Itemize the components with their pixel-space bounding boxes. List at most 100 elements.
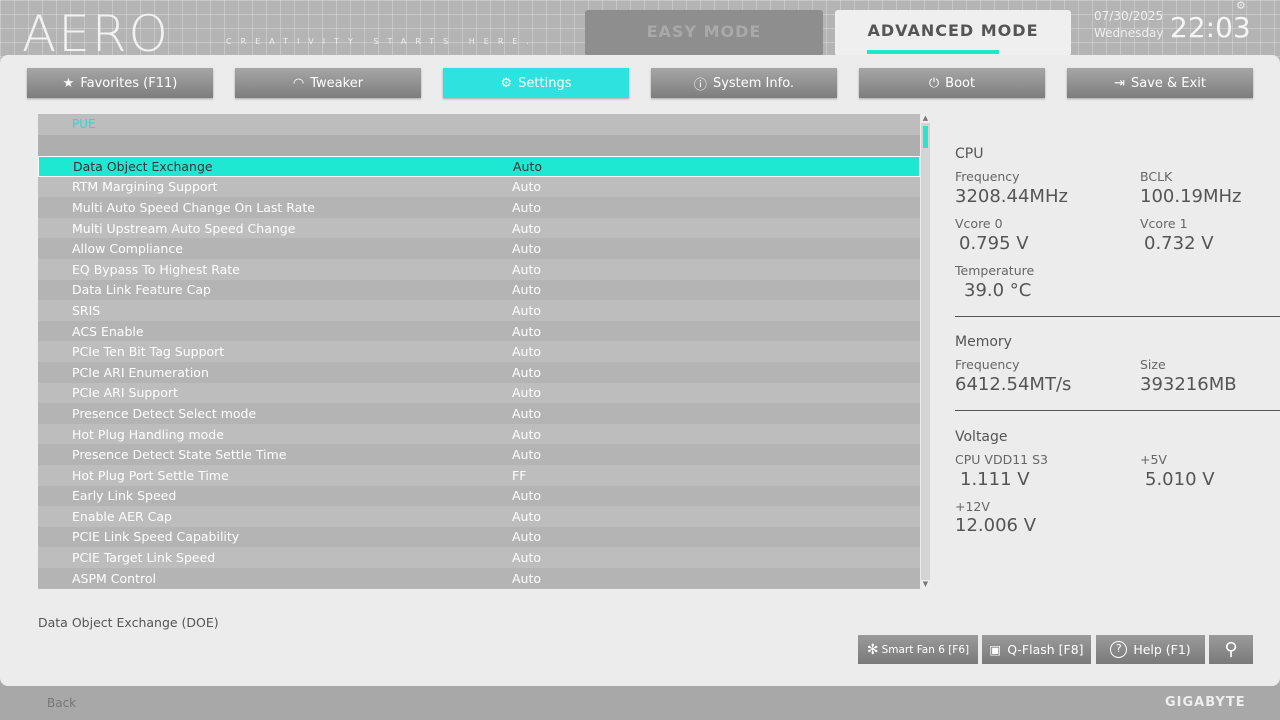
setting-value[interactable]: Auto: [512, 426, 542, 442]
memory-frequency-label: Frequency: [955, 357, 1020, 372]
list-item[interactable]: ASPM Control Auto: [38, 567, 920, 589]
tab-label: System Info.: [712, 75, 795, 91]
fan-icon: ✻: [866, 641, 879, 658]
setting-value[interactable]: Auto: [512, 241, 542, 257]
list-item[interactable]: Enable AER Cap Auto: [38, 506, 920, 527]
setting-value[interactable]: Auto: [512, 261, 542, 277]
active-underline: [867, 50, 999, 54]
list-item[interactable]: Presence Detect Select mode Auto: [38, 403, 920, 424]
settings-list: PUE Data Object Exchange Auto RTM Marginin…: [38, 114, 920, 589]
list-item[interactable]: Multi Upstream Auto Speed Change Auto: [38, 217, 920, 239]
list-item[interactable]: Hot Plug Handling mode Auto: [38, 423, 920, 445]
gear-icon: ⚙: [500, 75, 513, 91]
memory-size: 393216MB: [1140, 374, 1237, 395]
cpu-frequency-label: Frequency: [955, 169, 1020, 184]
setting-value[interactable]: Auto: [512, 364, 542, 380]
list-item[interactable]: SRIS Auto: [38, 300, 920, 321]
setting-name: Presence Detect Select mode: [72, 405, 257, 421]
setting-value[interactable]: Auto: [512, 385, 542, 401]
tab-favorites-f11[interactable]: ★ Favorites (F11): [27, 68, 213, 98]
blank-row: [38, 135, 920, 156]
list-item[interactable]: Presence Detect State Settle Time Auto: [38, 444, 920, 465]
setting-name: Presence Detect State Settle Time: [72, 447, 287, 463]
list-item[interactable]: RTM Margining Support Auto: [38, 176, 920, 198]
scroll-up-icon[interactable]: ▲: [921, 114, 930, 123]
vdd: 1.111 V: [960, 469, 1030, 490]
setting-value[interactable]: Auto: [512, 488, 542, 504]
setting-value[interactable]: Auto: [512, 570, 542, 586]
list-item[interactable]: Data Link Feature Cap Auto: [38, 279, 920, 301]
setting-value[interactable]: Auto: [512, 282, 542, 298]
list-item[interactable]: PCIe ARI Enumeration Auto: [38, 361, 920, 383]
setting-name: RTM Margining Support: [72, 179, 218, 195]
advanced-mode-tab[interactable]: ADVANCED MODE: [835, 10, 1071, 56]
setting-value[interactable]: Auto: [512, 302, 542, 318]
setting-value[interactable]: Auto: [512, 344, 542, 360]
search-button[interactable]: ⚲: [1209, 635, 1253, 664]
tab-settings[interactable]: ⚙ Settings: [443, 68, 629, 98]
qflash-label: Q-Flash [F8]: [1007, 642, 1084, 657]
gigabyte-logo: GIGABYTE: [1165, 695, 1246, 710]
setting-value[interactable]: Auto: [512, 550, 542, 566]
settings-gear-icon[interactable]: ⚙: [1236, 0, 1246, 12]
date: 07/30/2025: [1094, 9, 1164, 23]
list-item[interactable]: Multi Auto Speed Change On Last Rate Auto: [38, 197, 920, 218]
memory-frequency: 6412.54MT/s: [955, 374, 1072, 395]
list-item[interactable]: PCIE Link Speed Capability Auto: [38, 526, 920, 548]
tab-system-info[interactable]: ⓘ System Info.: [651, 68, 837, 98]
setting-name: PCIe Ten Bit Tag Support: [72, 344, 225, 360]
setting-value[interactable]: Auto: [512, 199, 542, 215]
smart-fan-button[interactable]: ✻ Smart Fan 6 [F6]: [858, 635, 978, 664]
setting-name: Enable AER Cap: [72, 508, 172, 524]
day: Wednesday: [1094, 26, 1164, 40]
list-item[interactable]: EQ Bypass To Highest Rate Auto: [38, 258, 920, 280]
tab-tweaker[interactable]: ◠ Tweaker: [235, 68, 421, 98]
info-icon: ⓘ: [693, 77, 707, 93]
help-button[interactable]: ? Help (F1): [1096, 635, 1205, 664]
list-item[interactable]: PCIe ARI Support Auto: [38, 382, 920, 404]
back-button[interactable]: Back: [47, 696, 77, 710]
tab-label: Boot: [945, 75, 976, 91]
list-item[interactable]: PCIe Ten Bit Tag Support Auto: [38, 341, 920, 362]
setting-value[interactable]: Auto: [512, 447, 542, 463]
setting-value[interactable]: Auto: [512, 220, 542, 236]
list-item[interactable]: Early Link Speed Auto: [38, 485, 920, 507]
setting-name: Data Link Feature Cap: [72, 282, 211, 298]
list-item[interactable]: Allow Compliance Auto: [38, 238, 920, 259]
v5-label: +5V: [1140, 452, 1167, 467]
temperature-label: Temperature: [955, 263, 1035, 278]
setting-value[interactable]: FF: [512, 467, 527, 483]
list-item[interactable]: Hot Plug Port Settle Time FF: [38, 464, 920, 486]
tab-boot[interactable]: ⏻ Boot: [859, 68, 1045, 98]
qflash-button[interactable]: ▣ Q-Flash [F8]: [982, 635, 1091, 664]
folder-star-icon: ★: [62, 75, 75, 91]
scrollbar[interactable]: ▲ ▼: [921, 114, 930, 589]
tab-label: Save & Exit: [1130, 75, 1206, 91]
setting-name: EQ Bypass To Highest Rate: [72, 261, 240, 277]
vcore0: 0.795 V: [959, 233, 1029, 254]
tab-save-exit[interactable]: ⇥ Save & Exit: [1067, 68, 1253, 98]
memory-title: Memory: [955, 334, 1012, 350]
setting-value[interactable]: Auto: [512, 405, 542, 421]
voltage-title: Voltage: [955, 429, 1008, 445]
setting-value[interactable]: Auto: [512, 323, 542, 339]
easy-mode-tab[interactable]: EASY MODE: [585, 10, 823, 56]
tagline: CREATIVITY STARTS HERE.: [226, 37, 538, 46]
setting-value[interactable]: Auto: [512, 179, 542, 195]
scroll-down-icon[interactable]: ▼: [921, 580, 930, 589]
setting-name: ACS Enable: [72, 323, 144, 339]
help-description: Data Object Exchange (DOE): [38, 615, 219, 630]
list-item[interactable]: PCIE Target Link Speed Auto: [38, 547, 920, 568]
divider: [955, 316, 1280, 317]
scroll-thumb[interactable]: [923, 126, 928, 148]
list-item[interactable]: Data Object Exchange Auto: [38, 156, 920, 177]
tab-label: Favorites (F11): [80, 75, 178, 91]
setting-value[interactable]: Auto: [512, 529, 542, 545]
setting-value[interactable]: Auto: [512, 508, 542, 524]
setting-value[interactable]: Auto: [513, 158, 543, 174]
setting-name: PCIE Link Speed Capability: [72, 529, 240, 545]
footer-bar: [0, 686, 1280, 720]
setting-name: Early Link Speed: [72, 488, 177, 504]
list-item[interactable]: ACS Enable Auto: [38, 320, 920, 342]
tab-label: Tweaker: [310, 75, 364, 91]
